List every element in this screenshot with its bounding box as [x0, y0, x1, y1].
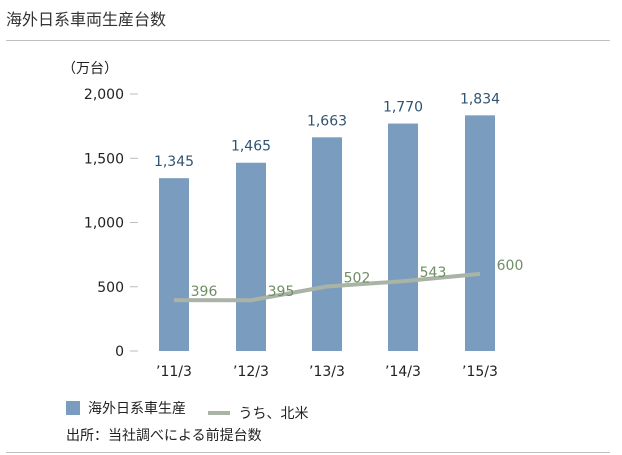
bar — [312, 137, 342, 351]
x-tick-label: ’15/3 — [462, 364, 498, 380]
legend-item-bar: 海外日系車生産 — [66, 398, 186, 418]
y-tick-label: 0 — [115, 344, 124, 360]
bar — [465, 115, 495, 352]
bar — [388, 123, 418, 352]
bar-series — [159, 115, 495, 352]
bar-value-label: 1,834 — [460, 91, 500, 107]
bottom-divider — [6, 452, 610, 453]
y-axis-unit-label: （万台） — [62, 61, 118, 77]
legend-line-swatch — [208, 411, 231, 415]
bar-value-label: 1,465 — [231, 139, 271, 155]
bar — [159, 178, 189, 351]
title-divider — [6, 40, 610, 41]
bar-value-label: 1,345 — [154, 154, 194, 170]
y-tick-label: 2,000 — [84, 87, 124, 103]
line-series — [173, 271, 481, 303]
line-value-label: 502 — [344, 270, 371, 286]
line-value-label: 543 — [420, 265, 447, 281]
chart-title: 海外日系車両生産台数 — [6, 10, 167, 29]
legend: 海外日系車生産 うち、北米 — [66, 398, 326, 423]
bar — [236, 162, 266, 351]
y-tick-label: 1,000 — [84, 216, 124, 232]
legend-bar-swatch — [66, 401, 80, 415]
legend-bar-label: 海外日系車生産 — [88, 401, 186, 417]
line-value-label: 395 — [268, 284, 295, 300]
x-tick-label: ’11/3 — [156, 364, 192, 380]
bar-value-label: 1,663 — [307, 113, 347, 129]
x-tick-label: ’14/3 — [385, 364, 421, 380]
y-tick-label: 500 — [97, 280, 124, 296]
y-axis: 2,000 1,500 1,000 500 0 — [84, 87, 138, 360]
source-note: 出所：当社調べによる前提台数 — [66, 428, 262, 444]
y-tick-label: 1,500 — [84, 151, 124, 167]
bar-value-label: 1,770 — [383, 100, 423, 116]
x-axis: ’11/3 ’12/3 ’13/3 ’14/3 ’15/3 — [156, 364, 498, 380]
bar-value-labels: 1,345 1,465 1,663 1,770 1,834 — [154, 91, 500, 170]
line-value-label: 600 — [497, 258, 524, 274]
legend-line-label: うち、北米 — [238, 406, 309, 422]
x-tick-label: ’13/3 — [309, 364, 345, 380]
x-tick-label: ’12/3 — [233, 364, 269, 380]
line-value-label: 396 — [191, 284, 218, 300]
line-value-labels: 396 395 502 543 600 — [191, 258, 524, 300]
legend-item-line: うち、北米 — [208, 403, 308, 423]
